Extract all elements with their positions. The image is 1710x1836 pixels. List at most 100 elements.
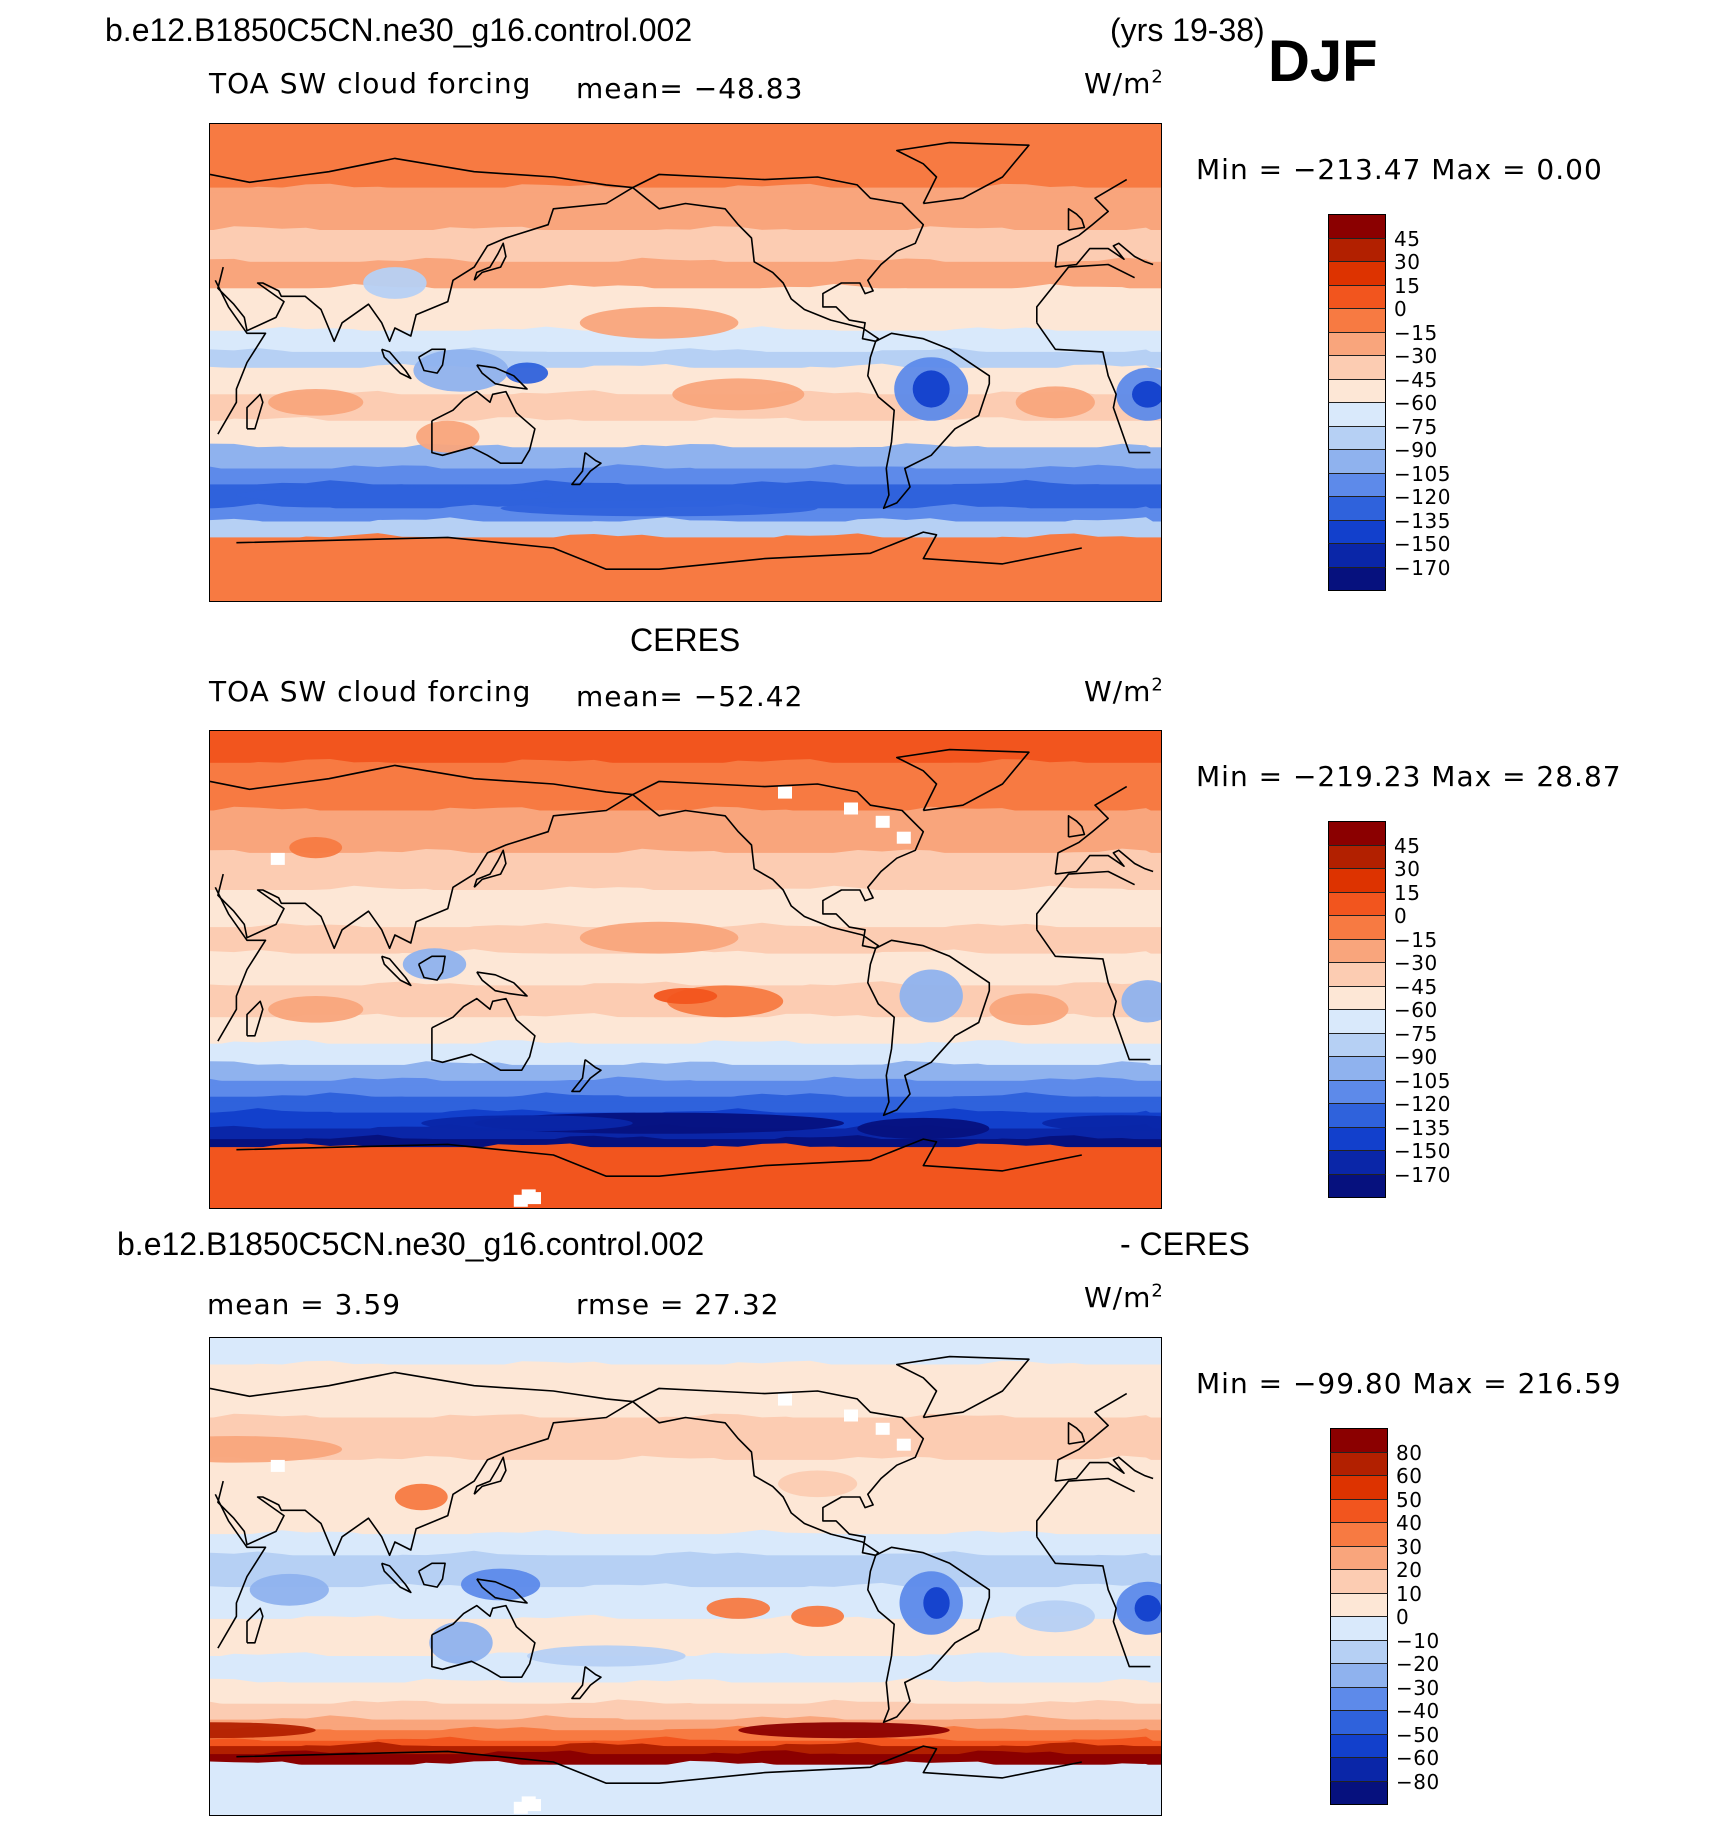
coastline-eurasia [210,764,1154,950]
colorbar-tick-label: −90 [1394,438,1438,462]
colorbar-tick-label: −120 [1394,1092,1451,1116]
colorbar-swatch [1330,1663,1388,1687]
colorbar-swatch [1328,378,1386,403]
colorbar-tick-label: −45 [1394,367,1438,392]
contour-region [210,1436,343,1463]
contour-band [210,537,1161,601]
colorbar-tick-label: −15 [1394,927,1438,952]
contour-region [706,1597,770,1619]
contour-band-edge [210,517,1161,527]
panel-model-minmax: Min = −213.47 Max = 0.00 [1196,153,1603,186]
panel-diff-map [209,1337,1162,1816]
colorbar-swatch [1328,844,1386,869]
contour-band-edge [210,1455,1161,1465]
colorbar-swatch [1328,261,1386,285]
colorbar-tick-label: −135 [1394,1115,1451,1140]
contour-band [210,1587,1161,1620]
contour-band-edge [210,1143,1161,1153]
contour-band [210,1730,1161,1742]
colorbar-tick-label: −60 [1394,391,1438,415]
colorbar-swatch [1330,1569,1388,1593]
colorbar-tick-label: −105 [1394,1068,1451,1093]
colorbar-tick-label: −105 [1394,461,1451,486]
colorbar-swatch [1328,915,1386,939]
colorbar-swatch [1328,472,1386,497]
colorbar-swatch [1328,449,1386,473]
colorbar-swatch [1328,425,1386,450]
contour-region [579,306,739,339]
coastline-japan [473,242,507,281]
panel-diff-header-right: - CERES [1120,1226,1250,1262]
coastline-australia [431,997,536,1071]
contour-band-edge [210,1529,1161,1540]
coastline-antarctica [236,1745,1082,1784]
contour-band-edge [210,1076,1161,1086]
coastline-greenland [896,1355,1030,1419]
panel-obs-map [209,730,1162,1209]
colorbar-tick-label: −150 [1394,532,1451,556]
colorbar-swatch [1330,1428,1388,1452]
panel-obs-header: CERES [630,622,741,658]
colorbar-tick-label: −75 [1394,1021,1438,1046]
colorbar-swatch [1330,1451,1388,1476]
coastline-madagascar [246,1607,264,1644]
coastline-africa [214,263,1151,454]
colorbar-tick-label: 40 [1396,1511,1423,1535]
colorbar-swatch [1328,1173,1386,1198]
panel-diff-units: W/m2 [1084,1280,1164,1314]
coastline-newguinea [476,364,528,390]
colorbar-tick-label: 10 [1396,1581,1423,1606]
colorbar-swatch [1328,962,1386,986]
coastline-borneo [417,1562,446,1588]
coastline-borneo [417,955,446,981]
coastline-africa [214,1477,1151,1668]
contour-band-edge [210,284,1161,294]
contour-band-edge [210,1678,1161,1688]
contour-band [210,762,1161,811]
contour-band [210,187,1161,231]
contour-region [527,1645,686,1667]
colorbar-tick-label: 0 [1394,904,1408,928]
colorbar-swatch [1328,308,1386,332]
coastline-madagascar [246,393,264,430]
coastline-samerica [867,939,991,1117]
colorbar-tick-label: 0 [1396,1605,1410,1629]
panel-model-map [209,123,1162,602]
missing-data-cell [527,1799,541,1812]
contour-band-edge [210,1039,1161,1049]
contour-band [210,1338,1161,1365]
colorbar-swatch [1328,496,1386,520]
coastline-eurasia [210,157,1154,343]
coastline-uk [1067,208,1086,231]
panel-model-variable: TOA SW cloud forcing [209,67,532,100]
contour-band-edge [210,1736,1161,1746]
coastline-antarctica [236,1138,1082,1177]
contour-band [210,810,1161,854]
contour-region [791,1605,844,1627]
coastline-antarctica [236,531,1082,570]
coastline-japan [473,849,507,888]
coastline-australia [431,390,536,464]
colorbar-tick-label: 15 [1394,880,1421,905]
contour-band-edge [210,464,1161,474]
missing-data-cell [896,831,911,844]
panel-model-map-svg [210,124,1161,601]
colorbar-swatch [1328,868,1386,892]
contour-band [210,890,1161,928]
panel-obs-minmax: Min = −219.23 Max = 28.87 [1196,760,1622,793]
contour-band-edge [210,1750,1161,1760]
coastline-nz [571,1665,602,1700]
colorbar-tick-label: −30 [1394,951,1438,975]
colorbar-tick-label: 30 [1394,250,1421,274]
colorbar-swatch [1330,1545,1388,1570]
contour-region [505,362,549,384]
coastline-sumatra [380,1562,412,1594]
coastline-newguinea [476,1578,528,1604]
missing-data-cell [527,1192,541,1205]
contour-band-edge [210,1699,1161,1709]
contour-band [210,124,1161,189]
colorbar-swatch [1328,1056,1386,1080]
colorbar-swatch [1330,1592,1388,1617]
panel-diff-mean: mean = 3.59 [207,1288,402,1321]
coastline-borneo [417,348,446,374]
